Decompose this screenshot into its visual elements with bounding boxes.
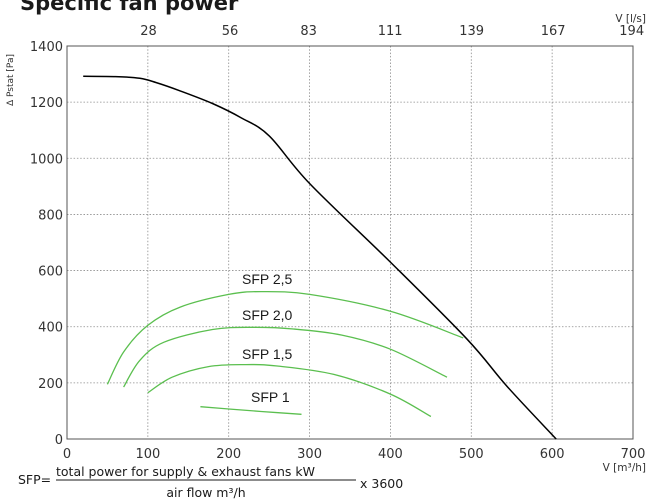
x-tick-label: 600 (540, 447, 565, 462)
x-tick-label: 500 (459, 447, 484, 462)
y-tick-label: 1400 (30, 40, 63, 55)
y-tick-label: 1000 (30, 152, 63, 167)
x-tick-label: 200 (216, 447, 241, 462)
label-sfp-2-5: SFP 2,5 (242, 271, 293, 287)
formula-prefix: SFP= (18, 472, 51, 487)
curve-sfp-2-0 (123, 326, 448, 388)
curve-sfp-2-5 (106, 290, 464, 385)
chart-title: Specific fan power (20, 0, 239, 15)
formula-suffix: x 3600 (360, 476, 403, 491)
y-tick-label: 0 (55, 433, 63, 448)
x2-tick-label: 83 (300, 24, 317, 39)
x2-tick-label: 139 (459, 24, 484, 39)
x2-tick-label: 56 (222, 24, 239, 39)
x2-axis-label: V [l/s] (615, 13, 646, 25)
grid (67, 46, 633, 439)
x-tick-label: 400 (378, 447, 403, 462)
x-tick-label: 0 (63, 447, 71, 462)
curve-sfp-1-5 (147, 363, 432, 418)
label-sfp-2-0: SFP 2,0 (242, 307, 293, 323)
y-tick-label: 400 (38, 321, 63, 336)
formula-numerator: total power for supply & exhaust fans kW (56, 464, 315, 479)
label-sfp-1-5: SFP 1,5 (242, 346, 293, 362)
tick-labels: 0 100 200 300 400 500 600 700 28 56 83 111 139 167 194… (30, 24, 646, 462)
x2-tick-label: 194 (619, 24, 644, 39)
x-tick-label: 100 (135, 447, 160, 462)
y-tick-label: 1200 (30, 96, 63, 111)
curve-sfp-1 (200, 406, 302, 415)
label-sfp-1: SFP 1 (251, 389, 290, 405)
y-tick-label: 200 (38, 377, 63, 392)
x2-tick-label: 167 (541, 24, 566, 39)
fan-curve (83, 75, 557, 440)
y-tick-label: 600 (38, 265, 63, 280)
formula-denominator: air flow m³/h (166, 485, 245, 500)
x2-tick-label: 111 (378, 24, 403, 39)
plot-frame (66, 45, 634, 440)
y-tick-label: 800 (38, 208, 63, 223)
x2-tick-label: 28 (140, 24, 157, 39)
x-axis-label: V [m³/h] (603, 462, 646, 474)
sfp-labels: SFP 2,5 SFP 2,0 SFP 1,5 SFP 1 (242, 271, 293, 405)
x-tick-label: 700 (621, 447, 646, 462)
sfp-formula: SFP= total power for supply & exhaust fa… (18, 464, 403, 500)
x-tick-label: 300 (297, 447, 322, 462)
y-axis-label: Δ Pstat [Pa] (6, 54, 16, 106)
series (83, 75, 557, 440)
